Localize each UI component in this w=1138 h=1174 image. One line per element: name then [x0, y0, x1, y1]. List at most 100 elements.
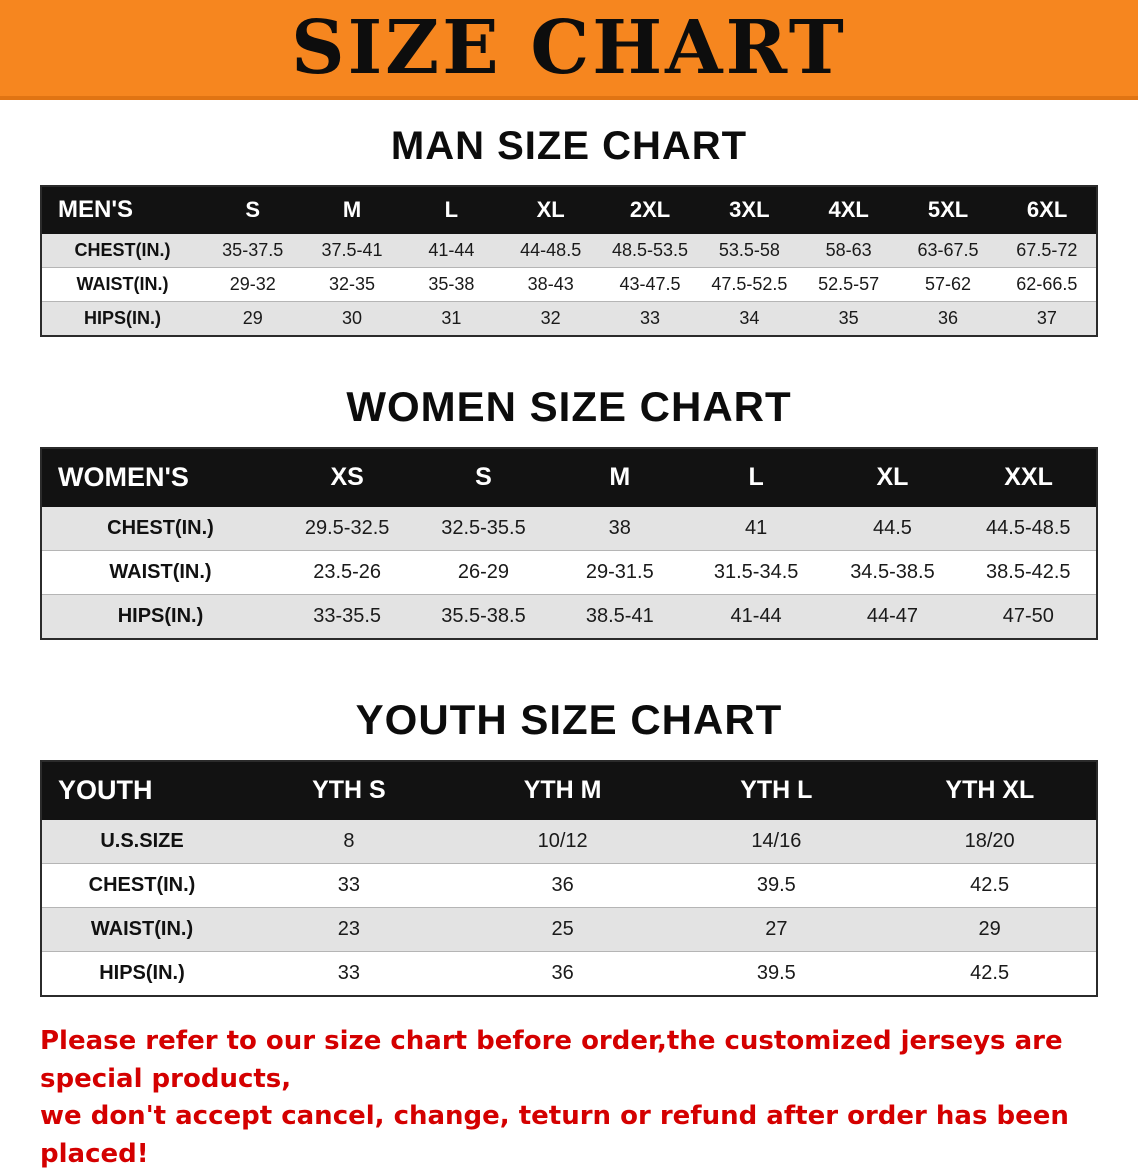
measurement-value-cell: 42.5	[970, 962, 1010, 984]
measurement-value-cell: 35-38	[428, 274, 475, 294]
table-header-row: YOUTH YTH S YTH M YTH L YTH XL	[40, 760, 1098, 820]
measurement-value-cell: 58-63	[825, 240, 872, 260]
measurement-row-label: CHEST(IN.)	[107, 517, 214, 539]
measurement-value-cell: 47-50	[1002, 605, 1054, 627]
measurement-value-cell: 32-35	[329, 274, 376, 294]
measurement-value-cell: 38.5-41	[585, 605, 654, 627]
measurement-value-cell: 34.5-38.5	[850, 561, 935, 583]
measurement-value-cell: 63-67.5	[917, 240, 979, 260]
table-corner-label: YOUTH	[40, 760, 243, 820]
measurement-value-cell: 31.5-34.5	[713, 561, 799, 583]
size-column-header: 3XL	[699, 185, 800, 234]
measurement-value-cell: 47.5-52.5	[711, 274, 788, 294]
table-row: CHEST(IN.) 35-37.5 37.5-41 41-44 44-48.5 48.5…	[41, 233, 1097, 268]
measurement-value-cell: 35-37.5	[222, 240, 284, 260]
size-column-header: 5XL	[897, 185, 999, 234]
measurement-value-cell: 29-31.5	[585, 561, 654, 583]
measurement-value-cell: 35.5-38.5	[441, 605, 526, 627]
size-column-header: XL	[823, 447, 962, 507]
size-column-header: S	[414, 447, 553, 507]
measurement-row-label: WAIST(IN.)	[76, 274, 169, 294]
size-column-header: M	[551, 447, 689, 507]
women-size-table: WOMEN'S XS S M L XL XXL CHEST(IN.) 29.5-32.5 32.5…	[40, 447, 1098, 640]
table-row: HIPS(IN.) 33 36 39.5 42.5	[41, 951, 1097, 996]
table-row: U.S.SIZE 8 10/12 14/16 18/20	[41, 819, 1097, 864]
man-size-chart-heading: MAN SIZE CHART	[390, 124, 748, 168]
measurement-value-cell: 32.5-35.5	[441, 517, 526, 539]
youth-size-chart-heading: YOUTH SIZE CHART	[355, 696, 783, 743]
measurement-value-cell: 10/12	[537, 830, 588, 852]
measurement-value-cell: 29-32	[229, 274, 276, 294]
measurement-value-cell: 41-44	[428, 240, 475, 260]
table-row: CHEST(IN.) 33 36 39.5 42.5	[41, 863, 1097, 908]
table-row: WAIST(IN.) 23 25 27 29	[41, 907, 1097, 952]
measurement-value-cell: 38.5-42.5	[986, 561, 1071, 583]
size-column-header: 2XL	[599, 185, 701, 234]
size-column-header: YTH S	[241, 760, 457, 820]
measurement-value-cell: 31	[441, 308, 462, 328]
measurement-value-cell: 44-48.5	[520, 240, 582, 260]
measurement-value-cell: 18/20	[964, 830, 1015, 852]
youth-size-table: YOUTH YTH S YTH M YTH L YTH XL U.S.SIZE 8 10/12…	[40, 760, 1098, 997]
measurement-value-cell: 44-47	[866, 605, 919, 627]
measurement-row-label: HIPS(IN.)	[117, 605, 204, 627]
measurement-value-cell: 44.5	[872, 517, 912, 539]
measurement-value-cell: 34	[739, 308, 760, 328]
measurement-value-cell: 41	[744, 517, 768, 539]
measurement-value-cell: 39.5	[756, 874, 796, 896]
measurement-row-label: HIPS(IN.)	[84, 308, 162, 328]
measurement-value-cell: 44.5-48.5	[986, 517, 1071, 539]
size-chart-banner: SIZE CHART	[0, 0, 1138, 100]
table-row: WAIST(IN.) 29-32 32-35 35-38 38-43 43-47.5 47.…	[41, 267, 1097, 302]
measurement-value-cell: 37	[1036, 308, 1057, 328]
disclaimer-text: Please refer to our size chart before or…	[40, 1023, 1100, 1174]
measurement-value-cell: 26-29	[457, 561, 510, 583]
measurement-value-cell: 25	[551, 918, 574, 940]
measurement-value-cell: 33	[337, 874, 360, 896]
measurement-value-cell: 52.5-57	[818, 274, 880, 294]
measurement-row-label: CHEST(IN.)	[88, 874, 196, 896]
disclaimer-line-1: Please refer to our size chart before or…	[40, 1026, 1063, 1094]
measurement-value-cell: 33-35.5	[313, 605, 382, 627]
measurement-value-cell: 8	[343, 830, 355, 852]
size-column-header: M	[301, 185, 403, 234]
size-column-header: XL	[500, 185, 601, 234]
table-row: CHEST(IN.) 29.5-32.5 32.5-35.5 38 41 44.5 44.5…	[41, 506, 1097, 551]
measurement-value-cell: 29	[978, 918, 1001, 940]
measurement-value-cell: 38	[608, 517, 631, 539]
table-header-row: MEN'S S M L XL 2XL 3XL 4XL 5XL 6XL	[40, 185, 1098, 234]
measurement-row-label: U.S.SIZE	[100, 830, 184, 852]
table-row: HIPS(IN.) 33-35.5 35.5-38.5 38.5-41 41-44 44-…	[41, 594, 1097, 639]
measurement-value-cell: 30	[342, 308, 363, 328]
measurement-value-cell: 62-66.5	[1016, 274, 1078, 294]
size-column-header: YTH M	[455, 760, 670, 820]
size-column-header: 4XL	[798, 185, 899, 234]
size-column-header: YTH L	[668, 760, 884, 820]
size-column-header: S	[202, 185, 303, 234]
measurement-value-cell: 23	[337, 918, 360, 940]
measurement-value-cell: 57-62	[924, 274, 972, 294]
measurement-value-cell: 36	[937, 308, 959, 328]
measurement-row-label: WAIST(IN.)	[90, 918, 194, 940]
measurement-value-cell: 36	[551, 962, 574, 984]
measurement-value-cell: 33	[337, 962, 360, 984]
table-row: HIPS(IN.) 29 30 31 32 33 34 35 36 37	[41, 301, 1097, 336]
measurement-row-label: WAIST(IN.)	[109, 561, 212, 583]
measurement-value-cell: 37.5-41	[321, 240, 383, 260]
measurement-value-cell: 32	[540, 308, 561, 328]
measurement-value-cell: 35	[838, 308, 859, 328]
measurement-value-cell: 29	[242, 308, 263, 328]
table-row: WAIST(IN.) 23.5-26 26-29 29-31.5 31.5-34.5 34…	[41, 550, 1097, 595]
measurement-row-label: HIPS(IN.)	[99, 962, 185, 984]
measurement-row-label: CHEST(IN.)	[74, 240, 171, 260]
measurement-value-cell: 36	[551, 874, 574, 896]
disclaimer-line-2: we don't accept cancel, change, teturn o…	[40, 1101, 1069, 1170]
measurement-value-cell: 41-44	[730, 605, 782, 627]
measurement-value-cell: 33	[640, 308, 661, 328]
measurement-value-cell: 39.5	[756, 962, 796, 984]
size-column-header: YTH XL	[882, 760, 1098, 820]
measurement-value-cell: 42.5	[970, 874, 1010, 896]
size-column-header: XS	[278, 447, 416, 507]
measurement-value-cell: 43-47.5	[619, 274, 681, 294]
men-size-table: MEN'S S M L XL 2XL 3XL 4XL 5XL 6XL CHEST(IN.) 35-37…	[40, 185, 1098, 337]
